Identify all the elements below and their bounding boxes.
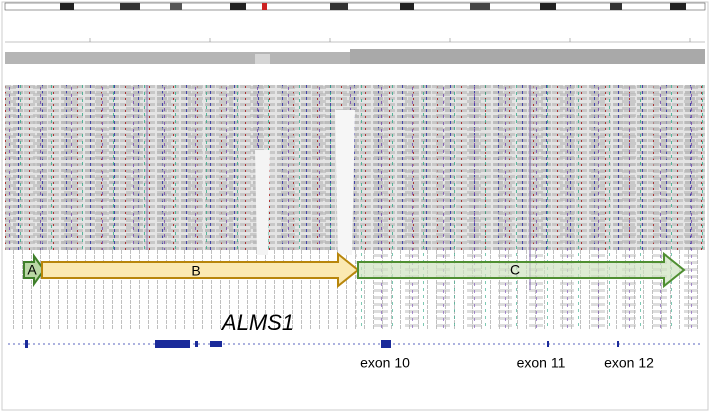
region-label: A <box>27 262 37 278</box>
coverage-track <box>5 49 705 64</box>
chromosome-ideogram <box>4 2 706 11</box>
alignment-reads <box>5 85 705 330</box>
region-label: C <box>510 262 520 278</box>
region-label: B <box>191 263 200 279</box>
gene-track <box>8 340 700 348</box>
exon-label: exon 12 <box>604 355 654 371</box>
exon-label: exon 10 <box>360 355 410 371</box>
exon-label: exon 11 <box>517 355 566 371</box>
ruler <box>5 38 705 43</box>
region-c-arrow <box>357 251 686 289</box>
region-arrows: A B C <box>23 251 686 289</box>
gene-name: ALMS1 <box>220 310 294 335</box>
region-b-arrow <box>41 251 360 289</box>
region-a-arrow <box>23 252 46 288</box>
